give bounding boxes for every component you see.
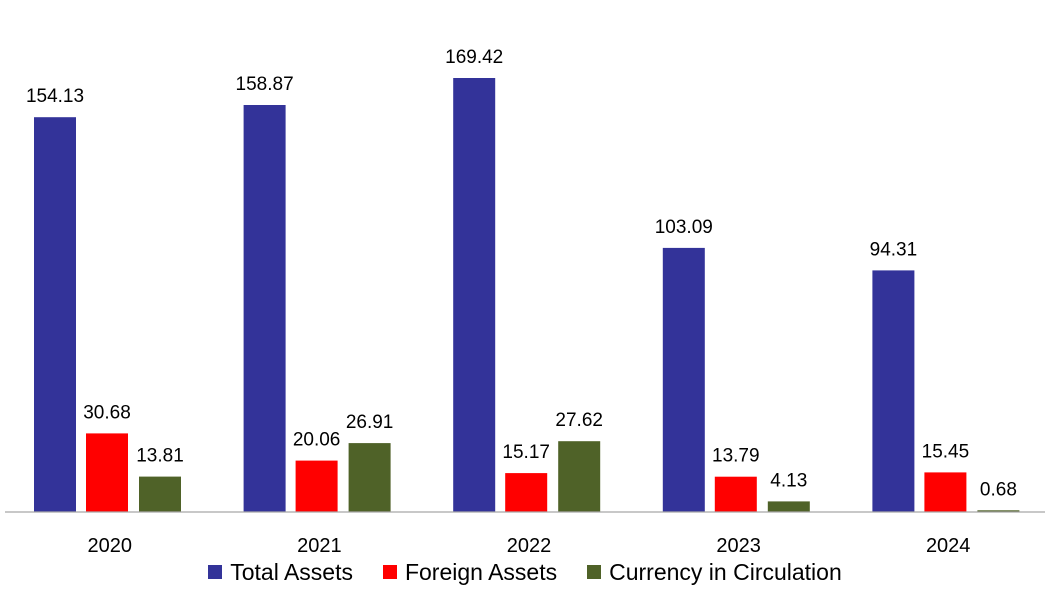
- bar-currency-in-circulation-2024: [977, 510, 1020, 512]
- value-label-total-assets-2021: 158.87: [236, 74, 294, 95]
- value-label-foreign-assets-2021: 20.06: [293, 430, 341, 451]
- bar-currency-in-circulation-2020: [139, 476, 181, 512]
- bar-total-assets-2023: [662, 247, 705, 512]
- category-labels-group: 2020 2021 2022 2023 2024: [88, 535, 971, 557]
- bars-group: [34, 78, 1020, 512]
- bar-total-assets-2020: [34, 117, 76, 512]
- bar-foreign-assets-2024: [924, 472, 967, 512]
- legend: Total Assets Foreign Assets Currency in …: [0, 556, 1050, 588]
- bar-currency-in-circulation-2022: [558, 441, 601, 512]
- bar-foreign-assets-2021: [295, 460, 338, 512]
- legend-label-foreign-assets: Foreign Assets: [404, 558, 558, 585]
- legend-item-currency-in-circulation: Currency in Circulation: [587, 559, 842, 586]
- category-label-2022: 2022: [507, 535, 552, 557]
- value-label-foreign-assets-2023: 13.79: [712, 446, 760, 467]
- category-label-2023: 2023: [716, 535, 761, 557]
- category-label-2020: 2020: [88, 535, 133, 557]
- category-label-2021: 2021: [297, 535, 342, 557]
- legend-label-total-assets: Total Assets: [230, 558, 353, 585]
- value-label-total-assets-2023: 103.09: [655, 217, 713, 238]
- value-label-currency-in-circulation-2021: 26.91: [346, 412, 394, 433]
- bar-foreign-assets-2023: [714, 476, 757, 512]
- bar-total-assets-2024: [872, 270, 915, 512]
- bar-currency-in-circulation-2021: [348, 443, 391, 512]
- value-label-currency-in-circulation-2022: 27.62: [555, 410, 603, 431]
- bar-foreign-assets-2020: [86, 433, 128, 512]
- legend-swatch-currency-in-circulation: [587, 565, 602, 579]
- category-label-2024: 2024: [926, 535, 971, 557]
- value-label-total-assets-2024: 94.31: [870, 239, 918, 260]
- legend-swatch-total-assets: [208, 565, 223, 579]
- value-label-foreign-assets-2022: 15.17: [502, 442, 550, 463]
- value-label-currency-in-circulation-2023: 4.13: [770, 470, 807, 491]
- value-label-currency-in-circulation-2020: 13.81: [136, 446, 184, 467]
- bar-total-assets-2021: [243, 105, 286, 512]
- legend-item-total-assets: Total Assets: [208, 559, 353, 586]
- value-label-foreign-assets-2024: 15.45: [922, 441, 970, 462]
- value-label-total-assets-2020: 154.13: [26, 86, 84, 107]
- bar-foreign-assets-2022: [505, 473, 548, 512]
- value-label-currency-in-circulation-2024: 0.68: [980, 479, 1017, 500]
- legend-swatch-foreign-assets: [382, 565, 397, 579]
- value-label-total-assets-2022: 169.42: [445, 47, 503, 68]
- legend-item-foreign-assets: Foreign Assets: [382, 558, 558, 586]
- value-label-foreign-assets-2020: 30.68: [83, 402, 131, 423]
- bar-currency-in-circulation-2023: [767, 501, 810, 512]
- legend-label-currency-in-circulation: Currency in Circulation: [609, 558, 842, 585]
- bar-total-assets-2022: [453, 78, 496, 512]
